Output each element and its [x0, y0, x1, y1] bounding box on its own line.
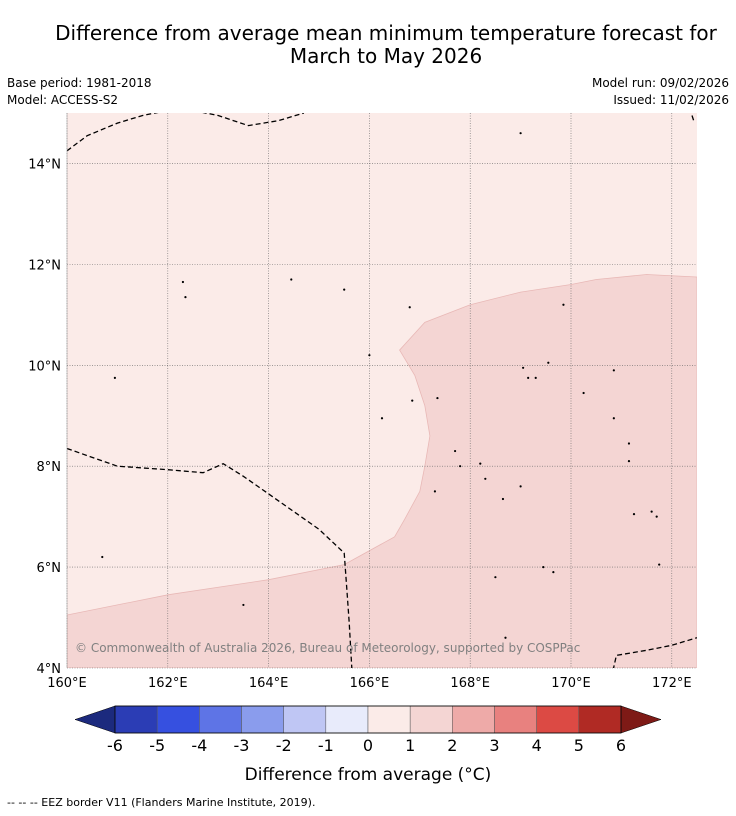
colorbar-tick-label: -1 — [318, 736, 334, 755]
island-speck — [519, 485, 522, 488]
island-speck — [459, 465, 462, 468]
island-speck — [380, 417, 384, 420]
x-tick-label: 170°E — [551, 676, 591, 691]
island-speck — [290, 278, 293, 281]
colorbar-segment — [452, 705, 495, 734]
colorbar-tick-label: 5 — [574, 736, 584, 755]
y-tick-label: 4°N — [37, 662, 62, 677]
x-tick-label: 168°E — [450, 676, 490, 691]
colorbar-tick-label: 2 — [447, 736, 457, 755]
island-speck — [534, 376, 537, 379]
colorbar-tick-label: -2 — [276, 736, 292, 755]
colorbar-segment — [241, 705, 284, 734]
model-run: Model run: 09/02/2026 — [591, 76, 729, 90]
issued-date: Issued: 11/02/2026 — [613, 93, 729, 107]
island-speck — [612, 369, 615, 372]
colorbar-segment — [156, 705, 200, 734]
island-speck — [479, 462, 482, 465]
island-speck — [542, 565, 545, 569]
island-speck — [522, 366, 525, 369]
eez-border — [67, 447, 353, 668]
colorbar-tick-label: 0 — [363, 736, 373, 755]
island-speck — [552, 571, 555, 574]
island-speck — [101, 555, 104, 559]
colorbar-tick-label: -5 — [149, 736, 165, 755]
island-speck — [453, 449, 457, 453]
island-speck — [184, 296, 187, 299]
island-speck — [408, 306, 411, 309]
chart-title-line-2: March to May 2026 — [289, 44, 483, 68]
y-tick-label: 6°N — [37, 561, 62, 576]
island-speck — [612, 417, 615, 420]
chart-title-line-1: Difference from average mean minimum tem… — [55, 21, 717, 45]
island-speck — [433, 490, 437, 493]
island-speck — [494, 576, 497, 579]
x-tick-label: 166°E — [350, 676, 390, 691]
island-speck — [547, 361, 550, 364]
eez-border — [67, 113, 305, 152]
model-name: Model: ACCESS-S2 — [7, 93, 119, 107]
colorbar-segment — [536, 705, 580, 734]
island-speck — [242, 603, 245, 607]
island-speck — [368, 354, 371, 357]
x-tick-label: 164°E — [249, 676, 289, 691]
eez-border — [612, 637, 697, 668]
colorbar-tick-label: 4 — [532, 736, 542, 755]
island-speck — [582, 391, 585, 395]
island-speck — [519, 132, 522, 135]
eez-border — [691, 115, 696, 124]
island-speck — [484, 477, 487, 480]
island-speck — [343, 288, 346, 291]
copyright-notice: © Commonwealth of Australia 2026, Bureau… — [75, 641, 580, 655]
colorbar-segment — [283, 705, 327, 734]
island-speck — [436, 396, 439, 400]
y-tick-label: 14°N — [28, 157, 61, 172]
meta-right: Model run: 09/02/2026 Issued: 11/02/2026 — [592, 75, 729, 109]
island-speck — [650, 510, 653, 513]
colorbar-under-arrow — [74, 705, 116, 734]
island-speck — [501, 497, 505, 501]
y-tick-label: 12°N — [28, 258, 61, 273]
y-tick-label: 8°N — [37, 460, 62, 475]
island-speck — [527, 376, 530, 379]
meta-left: Base period: 1981-2018 Model: ACCESS-S2 — [7, 75, 152, 109]
island-speck — [181, 280, 185, 284]
colorbar-segment — [409, 705, 453, 734]
colorbar-over-arrow — [620, 705, 662, 734]
colorbar-tick-label: 3 — [489, 736, 499, 755]
colorbar-frame — [114, 705, 622, 734]
colorbar-tick-label: 1 — [405, 736, 415, 755]
colorbar-tick-label: -4 — [191, 736, 207, 755]
x-tick-label: 172°E — [652, 676, 692, 691]
colorbar-segment — [494, 705, 537, 734]
island-speck — [627, 460, 631, 463]
island-speck — [655, 515, 658, 518]
island-speck — [504, 636, 507, 639]
colorbar-segment — [199, 705, 242, 734]
island-speck — [113, 376, 116, 379]
x-tick-label: 162°E — [148, 676, 188, 691]
island-speck — [627, 442, 631, 445]
colorbar-segment — [367, 705, 411, 734]
x-tick-label: 160°E — [47, 676, 87, 691]
y-tick-label: 10°N — [28, 359, 61, 374]
island-speck — [632, 513, 636, 516]
colorbar-segment — [114, 705, 158, 734]
colorbar-tick-label: 6 — [616, 736, 626, 755]
colorbar-title: Difference from average (°C) — [245, 765, 492, 785]
base-period: Base period: 1981-2018 — [7, 76, 152, 90]
chart-title: Difference from average mean minimum tem… — [0, 22, 736, 68]
colorbar-segment — [325, 705, 369, 734]
island-speck — [562, 303, 565, 306]
forecast-map: 160°E 162°E 164°E 166°E 168°E 170°E 172°E 4°N 6°… — [28, 113, 697, 785]
colorbar-tick-label: -6 — [107, 736, 123, 755]
colorbar-tick-label: -3 — [234, 736, 250, 755]
island-speck — [658, 563, 661, 566]
colorbar-segment — [578, 705, 622, 734]
eez-footnote: -- -- -- EEZ border V11 (Flanders Marine… — [7, 796, 316, 809]
island-speck — [411, 399, 414, 402]
